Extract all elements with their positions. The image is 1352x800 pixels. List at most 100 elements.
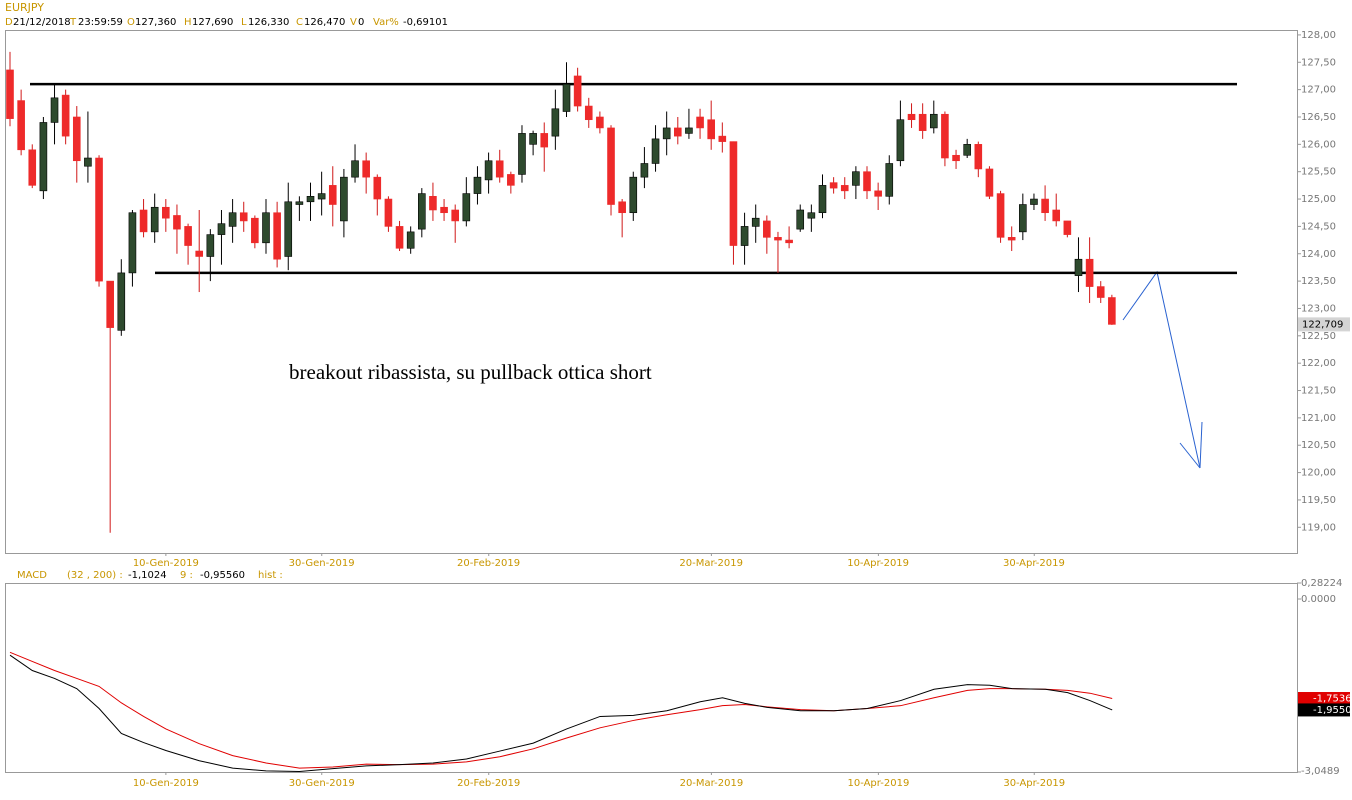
y-tick-label: -3,0489	[1301, 766, 1340, 777]
y-tick-label: 121,00	[1301, 413, 1336, 424]
y-tick-label: 128,00	[1301, 30, 1336, 41]
candle-body	[295, 201, 304, 205]
y-tick-label: 127,00	[1301, 85, 1336, 96]
y-tick-label: 0,28224	[1301, 578, 1342, 589]
header-value: -0,69101	[403, 17, 448, 28]
candle-body	[351, 160, 359, 178]
annotation: breakout ribassista, su pullback ottica …	[289, 360, 652, 384]
candle-body	[206, 234, 215, 257]
candle-body	[1096, 286, 1105, 298]
candle-body	[818, 185, 827, 214]
candle-body	[507, 174, 515, 186]
candle-body	[573, 75, 582, 107]
header-value: 0	[358, 17, 364, 28]
candle-body	[373, 176, 382, 200]
forecast-arrow	[1122, 270, 1203, 469]
macd-panel	[5, 583, 1298, 773]
candle-body	[540, 133, 549, 148]
x-tick-label: 30-Gen-2019	[289, 558, 355, 569]
header-value: 126,330	[248, 17, 289, 28]
candle-body	[39, 122, 48, 192]
candle-body	[406, 231, 415, 249]
candle-body	[529, 133, 537, 145]
candle-body	[239, 212, 248, 222]
candle-body	[551, 108, 560, 137]
x-tick-label: 10-Gen-2019	[133, 558, 199, 569]
candle-body	[495, 160, 504, 178]
candle-body	[251, 217, 259, 244]
y-tick-label: 123,50	[1301, 276, 1336, 287]
symbol: EURJPY	[5, 1, 44, 14]
candle-body	[217, 223, 226, 235]
candle-body	[796, 209, 805, 230]
candle-body	[473, 176, 482, 194]
candle-body	[284, 201, 293, 257]
candle-body	[1085, 258, 1094, 287]
candle-body	[584, 105, 593, 121]
candle-body	[974, 144, 983, 170]
candle-body	[807, 212, 816, 219]
candle-body	[562, 83, 571, 112]
candles	[6, 51, 1116, 533]
header-key: O	[127, 17, 135, 28]
candle-body	[195, 250, 204, 257]
candle-body	[139, 209, 148, 233]
candle-body	[228, 212, 237, 227]
candle-body	[907, 113, 916, 121]
last-value-tag	[1298, 692, 1350, 706]
candle-body	[462, 193, 471, 222]
x-tick-label: 20-Mar-2019	[680, 778, 744, 789]
candle-body	[763, 220, 771, 238]
x-tick-label: 30-Apr-2019	[1003, 558, 1065, 569]
y-tick-label: 125,50	[1301, 167, 1336, 178]
y-tick-label: 124,00	[1301, 249, 1336, 260]
candle-body	[384, 198, 393, 227]
candle-body	[929, 113, 938, 129]
indicator-label: 9 :	[180, 570, 193, 581]
header-value: 23:59:59	[78, 17, 123, 28]
macd-line	[9, 651, 1113, 769]
candle-body	[317, 193, 326, 200]
price-panel	[5, 30, 1298, 554]
x-tick-label: 20-Feb-2019	[457, 558, 520, 569]
candle-body	[963, 144, 971, 156]
last-value-label: -1,9550	[1313, 705, 1352, 716]
candle-body	[84, 157, 92, 167]
header-value: 126,470	[304, 17, 345, 28]
x-tick-label: 20-Mar-2019	[679, 558, 743, 569]
candle-body	[785, 239, 793, 244]
candle-body	[874, 190, 882, 197]
candle-body	[852, 171, 860, 186]
header-key: V	[350, 17, 357, 28]
x-tick-label: 10-Apr-2019	[847, 778, 909, 789]
candle-body	[61, 94, 70, 137]
y-tick-label: 119,00	[1301, 522, 1336, 533]
candle-body	[662, 127, 671, 140]
candle-body	[1030, 198, 1038, 205]
last-value-label: -1,7536	[1313, 694, 1352, 705]
candle-body	[173, 215, 181, 230]
indicator-label: -0,95560	[200, 570, 245, 581]
header-key: L	[241, 17, 247, 28]
header-key: H	[184, 17, 192, 28]
candle-body	[629, 176, 638, 214]
y-tick-label: 127,50	[1301, 57, 1336, 68]
candle-body	[985, 168, 994, 197]
candle-body	[696, 116, 704, 129]
candle-body	[840, 185, 849, 192]
candle-body	[429, 196, 437, 211]
indicator-label: (32 , 200) :	[67, 570, 123, 581]
x-tick-label: 30-Gen-2019	[289, 778, 355, 789]
candle-body	[952, 154, 960, 162]
candle-body	[707, 119, 715, 140]
candle-body	[673, 127, 682, 137]
x-tick-label: 10-Gen-2019	[133, 778, 199, 789]
candle-body	[273, 212, 281, 260]
last-price-label: 122,709	[1302, 319, 1343, 330]
candle-body	[28, 149, 37, 186]
candle-body	[1063, 220, 1072, 235]
x-tick-label: 30-Apr-2019	[1003, 778, 1065, 789]
y-tick-label: 124,50	[1301, 221, 1336, 232]
indicator-label: MACD	[17, 570, 47, 581]
